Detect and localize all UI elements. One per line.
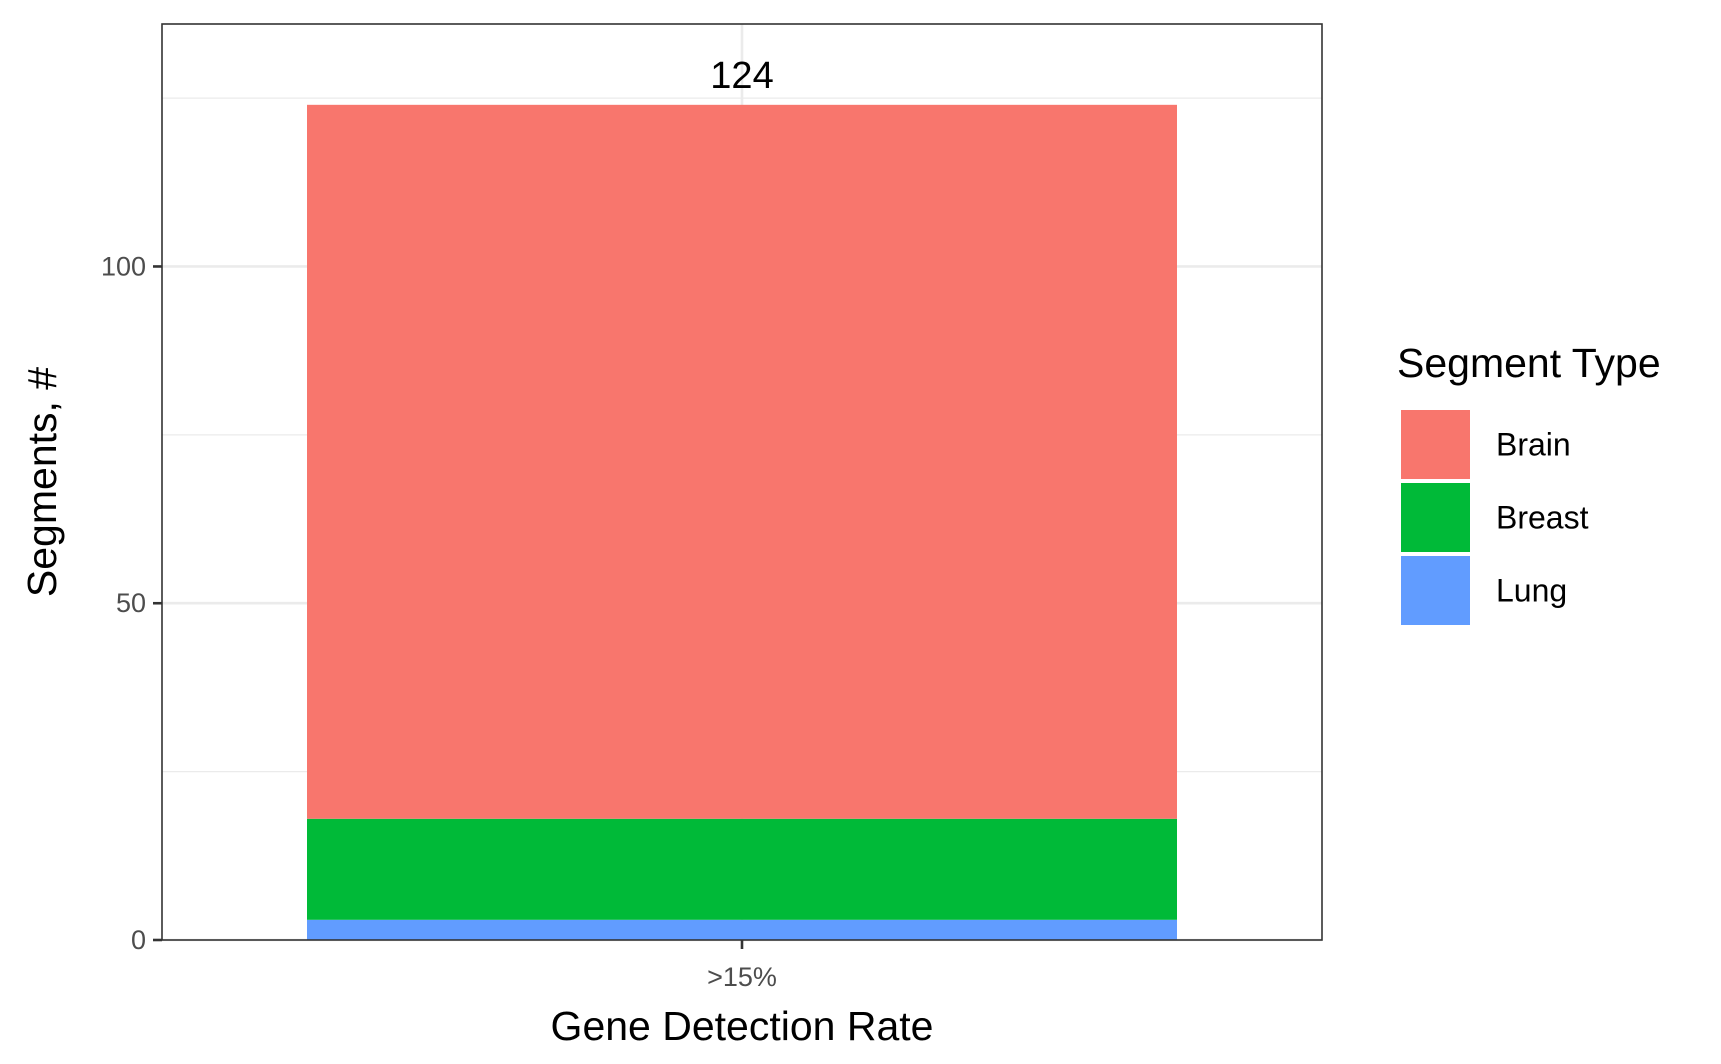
legend: Segment Type Brain Breast Lung xyxy=(1397,340,1661,625)
legend-label-lung: Lung xyxy=(1496,573,1567,609)
legend-label-brain: Brain xyxy=(1496,427,1571,463)
y-axis-title: Segments, # xyxy=(19,367,65,597)
y-tick-label: 0 xyxy=(131,925,146,955)
legend-key-lung xyxy=(1401,556,1470,625)
bar-segment-lung xyxy=(307,919,1177,940)
x-tick-label: >15% xyxy=(707,962,777,992)
axes: 0 50 100 >15% xyxy=(101,251,777,992)
bar-stack xyxy=(307,104,1177,940)
y-tick-label: 50 xyxy=(116,588,146,618)
x-axis-title: Gene Detection Rate xyxy=(551,1003,934,1049)
bar-segment-brain xyxy=(307,104,1177,819)
legend-key-breast xyxy=(1401,483,1470,552)
y-tick-label: 100 xyxy=(101,251,146,281)
legend-title: Segment Type xyxy=(1397,340,1661,386)
bar-segment-breast xyxy=(307,818,1177,920)
bar-total-label: 124 xyxy=(710,55,773,97)
legend-key-brain xyxy=(1401,410,1470,479)
legend-label-breast: Breast xyxy=(1496,500,1589,536)
